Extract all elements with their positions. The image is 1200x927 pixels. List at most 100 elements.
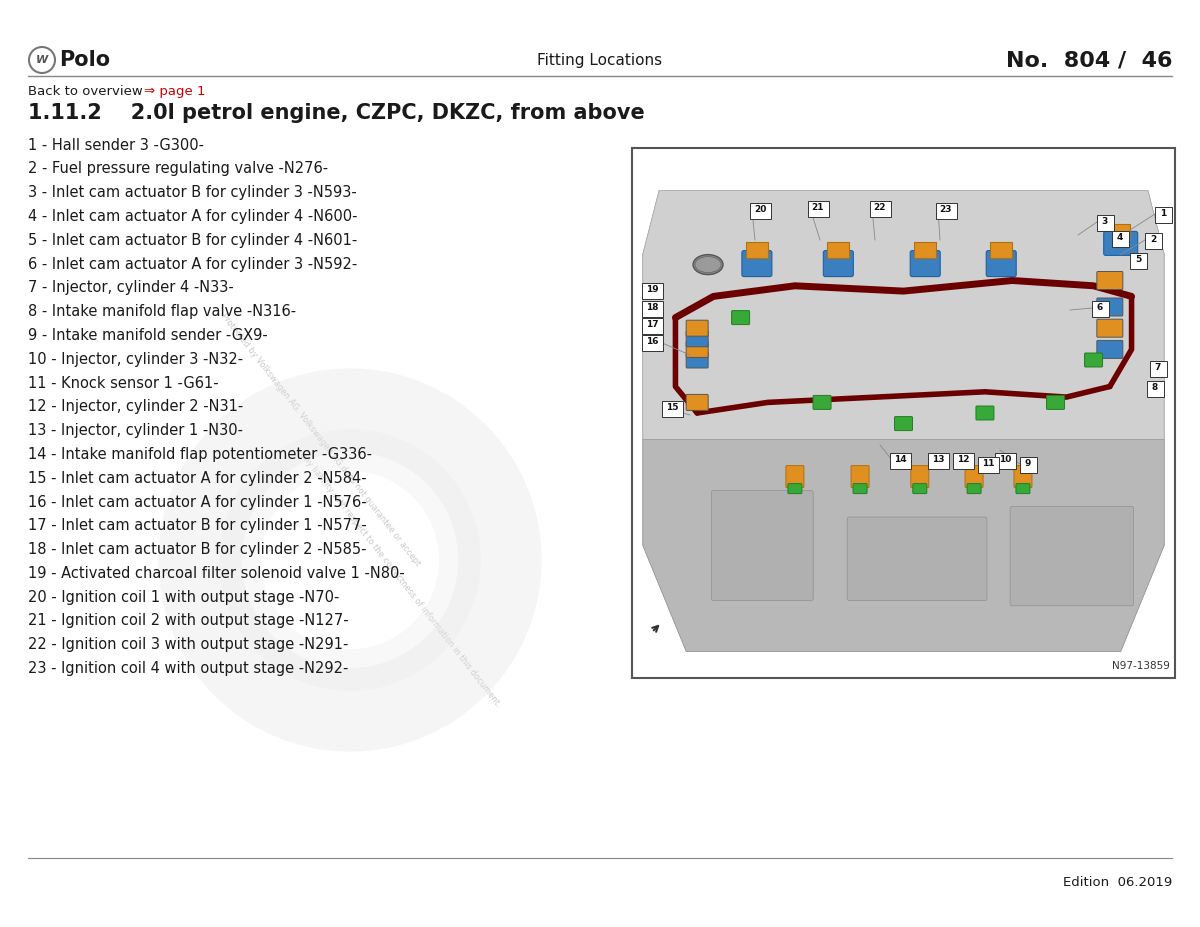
Text: No.  804 /  46: No. 804 / 46 [1006,50,1172,70]
FancyBboxPatch shape [686,341,708,358]
FancyBboxPatch shape [1097,272,1123,289]
Text: 12 - Injector, cylinder 2 -N31-: 12 - Injector, cylinder 2 -N31- [28,400,244,414]
Polygon shape [643,439,1164,652]
FancyBboxPatch shape [1097,298,1123,316]
Polygon shape [643,190,1164,439]
Text: 18 - Inlet cam actuator B for cylinder 2 -N585-: 18 - Inlet cam actuator B for cylinder 2… [28,542,366,557]
FancyBboxPatch shape [995,452,1015,468]
Text: 14 - Intake manifold flap potentiometer -G336-: 14 - Intake manifold flap potentiometer … [28,447,372,462]
FancyBboxPatch shape [827,242,850,258]
Text: W: W [36,55,48,65]
FancyBboxPatch shape [967,484,982,493]
Text: 14: 14 [894,455,906,464]
Text: 20: 20 [754,205,766,214]
Text: 12: 12 [956,455,970,464]
Text: 19: 19 [646,285,659,294]
Text: 4 - Inlet cam actuator A for cylinder 4 -N600-: 4 - Inlet cam actuator A for cylinder 4 … [28,209,358,224]
Text: 5: 5 [1135,255,1141,264]
FancyBboxPatch shape [1129,252,1146,269]
FancyBboxPatch shape [823,250,853,276]
FancyBboxPatch shape [750,202,770,219]
Text: 20 - Ignition coil 1 with output stage -N70-: 20 - Ignition coil 1 with output stage -… [28,590,340,604]
FancyBboxPatch shape [936,202,956,219]
FancyBboxPatch shape [732,311,750,324]
Text: Edition  06.2019: Edition 06.2019 [1063,875,1172,888]
Text: Protected by Volkswagen AG. Volkswagen AG does not guarantee or accept: Protected by Volkswagen AG. Volkswagen A… [218,311,421,568]
Text: 22 - Ignition coil 3 with output stage -N291-: 22 - Ignition coil 3 with output stage -… [28,637,348,653]
FancyBboxPatch shape [1097,340,1123,359]
Text: 8: 8 [1152,383,1158,392]
FancyBboxPatch shape [808,200,828,217]
Text: 13 - Injector, cylinder 1 -N30-: 13 - Injector, cylinder 1 -N30- [28,423,242,438]
Text: 6: 6 [1097,303,1103,312]
FancyBboxPatch shape [1111,231,1128,247]
FancyBboxPatch shape [990,242,1013,258]
Text: 17: 17 [646,320,659,329]
FancyBboxPatch shape [928,452,948,468]
FancyBboxPatch shape [742,250,772,276]
FancyBboxPatch shape [847,517,986,601]
Text: 1.11.2    2.0l petrol engine, CZPC, DKZC, from above: 1.11.2 2.0l petrol engine, CZPC, DKZC, f… [28,103,644,123]
FancyBboxPatch shape [1150,361,1166,376]
Text: 1: 1 [1160,209,1166,218]
Text: 3: 3 [1102,217,1108,226]
FancyBboxPatch shape [1020,456,1037,473]
Text: 13: 13 [931,455,944,464]
FancyBboxPatch shape [686,352,708,368]
Text: Back to overview: Back to overview [28,84,148,97]
FancyBboxPatch shape [786,465,804,488]
FancyBboxPatch shape [1097,319,1123,337]
Text: 11 - Knock sensor 1 -G61-: 11 - Knock sensor 1 -G61- [28,375,218,390]
Text: 22: 22 [874,203,887,212]
Text: 17 - Inlet cam actuator B for cylinder 1 -N577-: 17 - Inlet cam actuator B for cylinder 1… [28,518,367,533]
Text: 21 - Ignition coil 2 with output stage -N127-: 21 - Ignition coil 2 with output stage -… [28,614,349,629]
FancyBboxPatch shape [1104,232,1138,256]
FancyBboxPatch shape [686,394,708,411]
Text: 8 - Intake manifold flap valve -N316-: 8 - Intake manifold flap valve -N316- [28,304,296,319]
Text: 3 - Inlet cam actuator B for cylinder 3 -N593-: 3 - Inlet cam actuator B for cylinder 3 … [28,185,356,200]
FancyBboxPatch shape [746,242,768,258]
FancyBboxPatch shape [851,465,869,488]
Text: 9: 9 [1025,459,1031,468]
FancyBboxPatch shape [1014,465,1032,488]
Text: 7: 7 [1154,363,1162,372]
Text: 11: 11 [982,459,995,468]
Text: 2: 2 [1150,235,1156,244]
Text: 23 - Ignition coil 4 with output stage -N292-: 23 - Ignition coil 4 with output stage -… [28,661,348,676]
FancyBboxPatch shape [978,456,998,473]
Text: Fitting Locations: Fitting Locations [538,53,662,68]
FancyBboxPatch shape [642,283,662,298]
Text: 15 - Inlet cam actuator A for cylinder 2 -N584-: 15 - Inlet cam actuator A for cylinder 2… [28,471,367,486]
FancyBboxPatch shape [976,406,994,420]
FancyBboxPatch shape [712,490,814,601]
Text: 18: 18 [646,303,659,312]
FancyBboxPatch shape [642,335,662,350]
FancyBboxPatch shape [853,484,868,493]
FancyBboxPatch shape [661,400,683,416]
FancyBboxPatch shape [1046,396,1064,410]
FancyBboxPatch shape [642,300,662,316]
FancyBboxPatch shape [1146,380,1164,397]
Text: 23: 23 [940,205,953,214]
FancyBboxPatch shape [1010,506,1134,606]
Text: 5 - Inlet cam actuator B for cylinder 4 -N601-: 5 - Inlet cam actuator B for cylinder 4 … [28,233,358,248]
FancyBboxPatch shape [1085,353,1103,367]
Text: ⇒ page 1: ⇒ page 1 [144,84,205,97]
FancyBboxPatch shape [686,331,708,347]
FancyBboxPatch shape [911,250,941,276]
Text: Polo: Polo [59,50,110,70]
Text: 15: 15 [666,403,678,412]
FancyBboxPatch shape [814,396,832,410]
FancyBboxPatch shape [1154,207,1171,222]
FancyBboxPatch shape [889,452,911,468]
Ellipse shape [695,257,721,273]
Text: 16 - Inlet cam actuator A for cylinder 1 -N576-: 16 - Inlet cam actuator A for cylinder 1… [28,494,367,510]
FancyBboxPatch shape [914,242,936,258]
Text: 10 - Injector, cylinder 3 -N32-: 10 - Injector, cylinder 3 -N32- [28,351,244,367]
FancyBboxPatch shape [788,484,802,493]
Text: 9 - Intake manifold sender -GX9-: 9 - Intake manifold sender -GX9- [28,328,268,343]
Text: 16: 16 [646,337,659,346]
FancyBboxPatch shape [965,465,983,488]
Polygon shape [643,190,1164,652]
Text: 4: 4 [1117,233,1123,242]
